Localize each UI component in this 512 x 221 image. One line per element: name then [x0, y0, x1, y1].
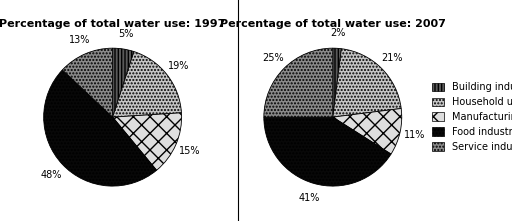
Wedge shape — [44, 70, 157, 186]
Text: 15%: 15% — [179, 146, 201, 156]
Wedge shape — [113, 51, 181, 117]
Text: 41%: 41% — [298, 193, 320, 203]
Title: Percentage of total water use: 2007: Percentage of total water use: 2007 — [220, 19, 446, 29]
Legend: Building industry, Household use, Manufacturing, Food industry, Service industry: Building industry, Household use, Manufa… — [433, 82, 512, 152]
Wedge shape — [333, 49, 401, 117]
Text: 48%: 48% — [40, 170, 62, 180]
Wedge shape — [113, 48, 134, 117]
Text: 2%: 2% — [330, 28, 346, 38]
Title: Percentage of total water use: 1997: Percentage of total water use: 1997 — [0, 19, 226, 29]
Text: 5%: 5% — [118, 29, 134, 39]
Wedge shape — [264, 117, 391, 186]
Wedge shape — [333, 109, 402, 154]
Wedge shape — [333, 48, 342, 117]
Wedge shape — [62, 48, 113, 117]
Text: 13%: 13% — [69, 35, 90, 45]
Wedge shape — [113, 113, 182, 170]
Text: 25%: 25% — [263, 53, 284, 63]
Wedge shape — [264, 48, 333, 117]
Text: 19%: 19% — [168, 61, 190, 70]
Text: 11%: 11% — [404, 130, 425, 141]
Text: 21%: 21% — [381, 53, 403, 63]
